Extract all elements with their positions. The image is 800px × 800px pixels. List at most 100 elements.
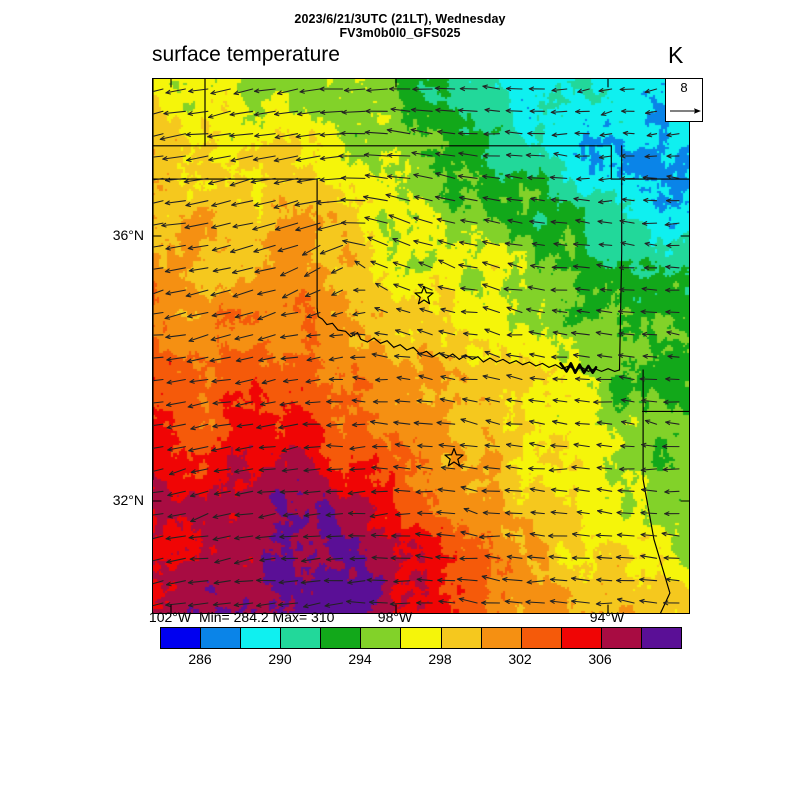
wind-arrow <box>190 468 209 474</box>
wind-arrow <box>461 354 478 359</box>
wind-arrow <box>375 282 388 291</box>
wind-arrow <box>504 532 523 538</box>
wind-arrow <box>391 533 411 539</box>
wind-arrow <box>596 263 613 269</box>
wind-arrow <box>435 107 456 113</box>
wind-arrow <box>296 177 321 184</box>
wind-arrow <box>250 177 276 184</box>
wind-arrow <box>570 330 590 336</box>
wind-arrow <box>386 128 411 135</box>
wind-arrow <box>393 283 411 291</box>
wind-arrow <box>572 241 590 247</box>
wind-arrow <box>415 553 433 559</box>
wind-arrow <box>481 600 501 606</box>
wind-arrow <box>665 376 680 382</box>
title-datetime: 2023/6/21/3UTC (21LT), Wednesday <box>294 12 506 26</box>
wind-arrow <box>600 110 613 116</box>
wind-arrow <box>459 442 478 448</box>
wind-arrow <box>340 175 366 181</box>
wind-arrow <box>595 601 613 607</box>
wind-arrow <box>642 175 658 181</box>
wind-arrow <box>232 289 254 298</box>
wind-arrow <box>572 264 590 270</box>
wind-arrow <box>343 87 366 93</box>
wind-arrow <box>616 597 635 604</box>
wind-arrow <box>482 374 501 381</box>
wind-arrow <box>415 464 433 470</box>
wind-arrow <box>573 196 590 202</box>
wind-arrow <box>187 401 209 409</box>
wind-vector-field <box>153 84 680 609</box>
wind-arrow <box>437 285 456 291</box>
wind-arrow <box>279 489 299 495</box>
wind-arrow <box>458 130 478 136</box>
vector-key-magnitude: 8 <box>680 80 688 95</box>
wind-arrow <box>618 331 635 337</box>
wind-arrow <box>153 155 164 158</box>
minmax-annotation: Min= 284.2 Max= 310 <box>199 609 335 625</box>
wind-arrow <box>231 267 254 275</box>
wind-arrow <box>340 197 366 203</box>
wind-arrow <box>261 378 276 385</box>
wind-arrow <box>234 490 254 497</box>
wind-arrow <box>438 259 456 269</box>
wind-arrow <box>185 289 209 298</box>
wind-arrow <box>184 222 209 230</box>
wind-arrow <box>505 152 523 158</box>
wind-arrow <box>525 152 545 158</box>
wind-arrow <box>596 442 613 448</box>
wind-arrow <box>302 534 321 540</box>
wind-arrow <box>620 397 635 403</box>
wind-arrow <box>596 420 613 426</box>
wind-arrow <box>571 465 590 470</box>
map-plot-area[interactable] <box>152 78 690 614</box>
wind-arrow <box>644 154 658 159</box>
wind-arrow <box>166 423 186 430</box>
wind-arrow <box>620 153 635 159</box>
wind-arrow <box>438 329 456 336</box>
wind-arrow <box>295 155 321 162</box>
wind-arrow <box>641 286 658 292</box>
wind-arrow <box>458 108 478 113</box>
wind-arrow <box>319 244 344 255</box>
wind-arrow <box>164 311 186 320</box>
wind-arrow <box>644 241 658 247</box>
wind-arrow <box>616 532 635 538</box>
wind-arrow <box>364 173 388 179</box>
wind-arrow <box>504 241 523 247</box>
wind-arrow <box>644 419 658 425</box>
wind-arrow <box>210 88 231 95</box>
wind-arrow <box>316 200 344 206</box>
wind-arrow <box>236 423 254 429</box>
wind-arrow <box>189 556 209 562</box>
wind-arrow <box>665 287 680 293</box>
wind-arrow <box>640 554 658 559</box>
wind-arrow <box>436 420 456 426</box>
wind-arrow <box>273 110 299 117</box>
wind-arrow <box>166 557 186 564</box>
colorbar-segment-yellow <box>401 628 442 648</box>
wind-arrow <box>396 375 411 381</box>
wind-arrow <box>666 153 680 159</box>
colorbar[interactable] <box>160 627 682 649</box>
wind-arrow <box>273 177 299 185</box>
wind-arrow <box>374 377 388 383</box>
lon-tick-label: 98°W <box>377 609 413 625</box>
wind-arrow <box>551 265 568 270</box>
wind-arrow <box>666 330 680 336</box>
wind-arrow <box>164 200 186 206</box>
wind-arrow <box>548 554 568 560</box>
wind-arrow <box>341 220 366 226</box>
wind-arrow <box>435 151 456 157</box>
wind-arrow <box>576 510 590 515</box>
wind-arrow <box>390 555 411 561</box>
wind-arrow <box>485 419 501 425</box>
wind-arrow <box>529 108 545 114</box>
wind-arrow <box>392 261 411 269</box>
wind-arrow <box>575 109 590 115</box>
wind-arrow <box>550 109 568 115</box>
wind-arrow <box>276 88 299 96</box>
wind-arrow <box>413 195 433 202</box>
wind-arrow <box>354 260 366 269</box>
wind-arrow <box>258 513 276 519</box>
